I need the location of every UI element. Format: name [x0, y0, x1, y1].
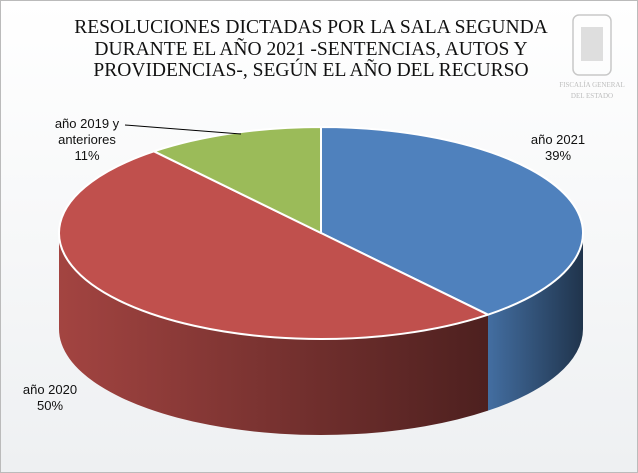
label-value: 50%	[36, 398, 64, 413]
logo-emblem	[572, 14, 612, 76]
data-label: año 2019 y anteriores 11%	[39, 116, 135, 164]
chart-title: RESOLUCIONES DICTADAS POR LA SALA SEGUND…	[74, 17, 548, 81]
leader-line	[124, 124, 242, 135]
logo-emblem	[581, 27, 603, 61]
data-label: año 2020 50%	[15, 382, 85, 414]
logo-text: FISCALÍA GENERAL	[559, 81, 625, 89]
label-category: año 2020	[22, 382, 78, 397]
slice	[57, 150, 490, 341]
slice	[320, 126, 584, 316]
label-value: 11%	[74, 148, 100, 163]
slice-side	[59, 233, 489, 435]
label-category: año 2021	[530, 132, 586, 147]
label-category: año 2019 y anteriores	[54, 116, 120, 147]
label-value: 39%	[544, 148, 572, 163]
logo-text: DEL ESTADO	[571, 92, 613, 100]
data-label: año 2021 39%	[523, 132, 593, 164]
